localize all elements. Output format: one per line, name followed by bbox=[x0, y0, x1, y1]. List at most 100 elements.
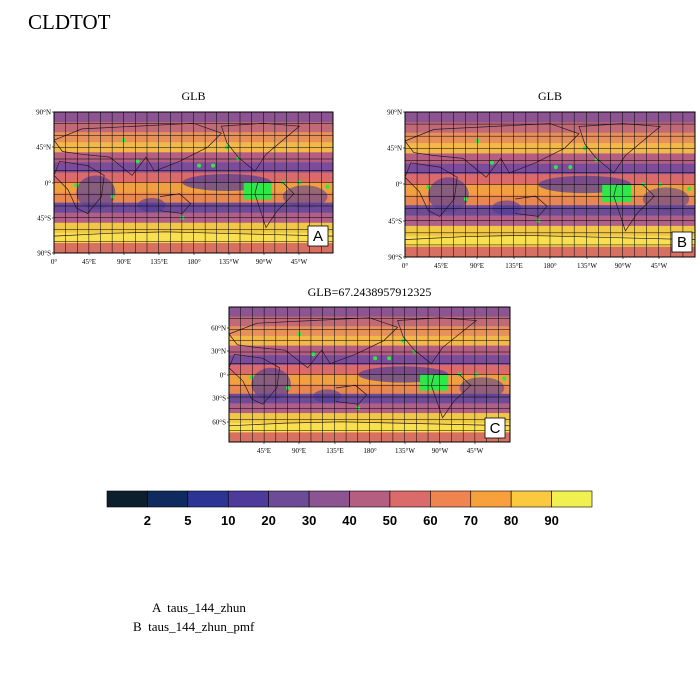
colorbar-swatch bbox=[430, 490, 472, 508]
x-tick-label: 90°W bbox=[256, 258, 273, 266]
map-panel-c: 60°N 30°N 0° 30°S 60°S 45°E 90°E 135°E 180° 135°W… bbox=[211, 306, 511, 455]
x-tick-label: 90°E bbox=[292, 447, 306, 455]
significance-dot bbox=[135, 159, 140, 164]
significance-dot bbox=[110, 194, 115, 199]
y-tick-label: 45°N bbox=[36, 144, 51, 152]
colorbar-label: 40 bbox=[342, 513, 356, 528]
significance-dot bbox=[286, 386, 291, 390]
y-tick-label: 60°N bbox=[211, 325, 226, 333]
significance-dot bbox=[687, 186, 692, 191]
y-tick-label: 60°S bbox=[212, 419, 226, 427]
colorbar-swatch bbox=[106, 490, 148, 508]
panel-c-title: GLB=67.2438957912325 bbox=[307, 285, 432, 299]
significance-dot bbox=[568, 165, 573, 170]
x-tick-label: 135°E bbox=[505, 262, 523, 270]
x-tick-label: 90°E bbox=[117, 258, 131, 266]
colorbar-label: 90 bbox=[544, 513, 558, 528]
x-tick-label: 135°E bbox=[326, 447, 344, 455]
x-tick-label: 45°E bbox=[434, 262, 448, 270]
coastline bbox=[53, 160, 105, 214]
panel-a-title: GLB bbox=[181, 89, 206, 103]
low-cloud-patch bbox=[282, 185, 328, 208]
x-tick-label: 45°W bbox=[467, 447, 484, 455]
map-frame bbox=[228, 306, 511, 443]
colorbar-label: 80 bbox=[504, 513, 518, 528]
x-tick-label: 135°W bbox=[219, 258, 239, 266]
colorbar-swatch bbox=[268, 490, 310, 508]
colorbar-swatch bbox=[187, 490, 229, 508]
y-tick-label: 90°S bbox=[37, 250, 51, 258]
x-tick-label: 90°E bbox=[470, 262, 484, 270]
figure-title: CLDTOT bbox=[28, 10, 111, 34]
panel-label-box bbox=[484, 417, 506, 439]
map-panel-a: 90°N45°N0°45°S90°S0° 45°E 90°E 135°E 180° 135… bbox=[36, 109, 334, 266]
significance-dot bbox=[490, 160, 494, 165]
y-tick-label: 90°S bbox=[388, 254, 402, 262]
significance-dot bbox=[311, 352, 316, 357]
map-panel-b: 90°N45°N0°45°S90°S0° 45°E 90°E 135°E 180° 135… bbox=[387, 109, 696, 270]
significance-dot bbox=[211, 163, 216, 168]
colorbar-swatch bbox=[308, 490, 350, 508]
x-tick-label: 180° bbox=[543, 262, 557, 270]
x-tick-label: 90°W bbox=[615, 262, 632, 270]
coastline bbox=[228, 353, 280, 405]
y-tick-label: 45°S bbox=[388, 218, 402, 226]
map-frame bbox=[53, 111, 334, 254]
y-tick-label: 45°S bbox=[37, 215, 51, 223]
colorbar-swatch bbox=[551, 490, 593, 508]
significance-block bbox=[420, 374, 449, 391]
y-tick-label: 30°N bbox=[211, 348, 226, 356]
coastline bbox=[220, 122, 301, 172]
colorbar-label: 2 bbox=[144, 513, 151, 528]
y-tick-label: 30°S bbox=[212, 395, 226, 403]
panel-label-box bbox=[307, 225, 329, 247]
y-tick-label: 45°N bbox=[387, 145, 402, 153]
legend-line-a: A taus_144_zhun bbox=[152, 600, 246, 615]
panel-label: B bbox=[677, 234, 687, 251]
panel-b-title: GLB bbox=[538, 89, 562, 103]
x-tick-label: 90°W bbox=[432, 447, 449, 455]
grid bbox=[229, 307, 510, 442]
case-legend: A taus_144_zhun B taus_144_zhun_pmf bbox=[133, 598, 254, 636]
coastline bbox=[578, 123, 662, 174]
significance-dot bbox=[553, 165, 558, 170]
coastline bbox=[159, 193, 192, 214]
colorbar-label: 50 bbox=[383, 513, 397, 528]
colorbar-label: 30 bbox=[302, 513, 316, 528]
significance-dot bbox=[197, 163, 202, 168]
colorbar-swatch bbox=[349, 490, 391, 508]
y-tick-label: 0° bbox=[220, 372, 227, 380]
coastline bbox=[613, 184, 655, 232]
x-tick-label: 45°W bbox=[291, 258, 308, 266]
coastline bbox=[515, 195, 548, 217]
significance-dot bbox=[463, 197, 468, 201]
y-tick-label: 0° bbox=[396, 181, 403, 189]
significance-block bbox=[243, 182, 272, 200]
low-cloud-patch bbox=[642, 187, 690, 211]
colorbar-swatch bbox=[389, 490, 431, 508]
colorbar-label: 10 bbox=[221, 513, 235, 528]
panel-label: A bbox=[313, 228, 323, 245]
coastline bbox=[404, 162, 458, 217]
x-tick-label: 0° bbox=[402, 262, 409, 270]
significance-dot bbox=[502, 376, 507, 381]
low-cloud-patch bbox=[251, 367, 291, 401]
colorbar-swatch bbox=[510, 490, 552, 508]
x-tick-label: 135°E bbox=[150, 258, 168, 266]
low-cloud-patch bbox=[428, 177, 469, 213]
colorbar-label: 20 bbox=[261, 513, 275, 528]
x-tick-label: 135°W bbox=[577, 262, 597, 270]
significance-block bbox=[602, 184, 632, 202]
x-tick-label: 45°W bbox=[651, 262, 668, 270]
coastline bbox=[254, 182, 295, 229]
x-tick-label: 0° bbox=[51, 258, 58, 266]
colorbar-swatch bbox=[147, 490, 189, 508]
colorbar-label: 60 bbox=[423, 513, 437, 528]
significance-dot bbox=[387, 356, 392, 361]
y-tick-label: 90°N bbox=[387, 109, 402, 117]
coastline bbox=[397, 317, 478, 365]
significance-dot bbox=[325, 184, 330, 189]
x-tick-label: 180° bbox=[187, 258, 201, 266]
